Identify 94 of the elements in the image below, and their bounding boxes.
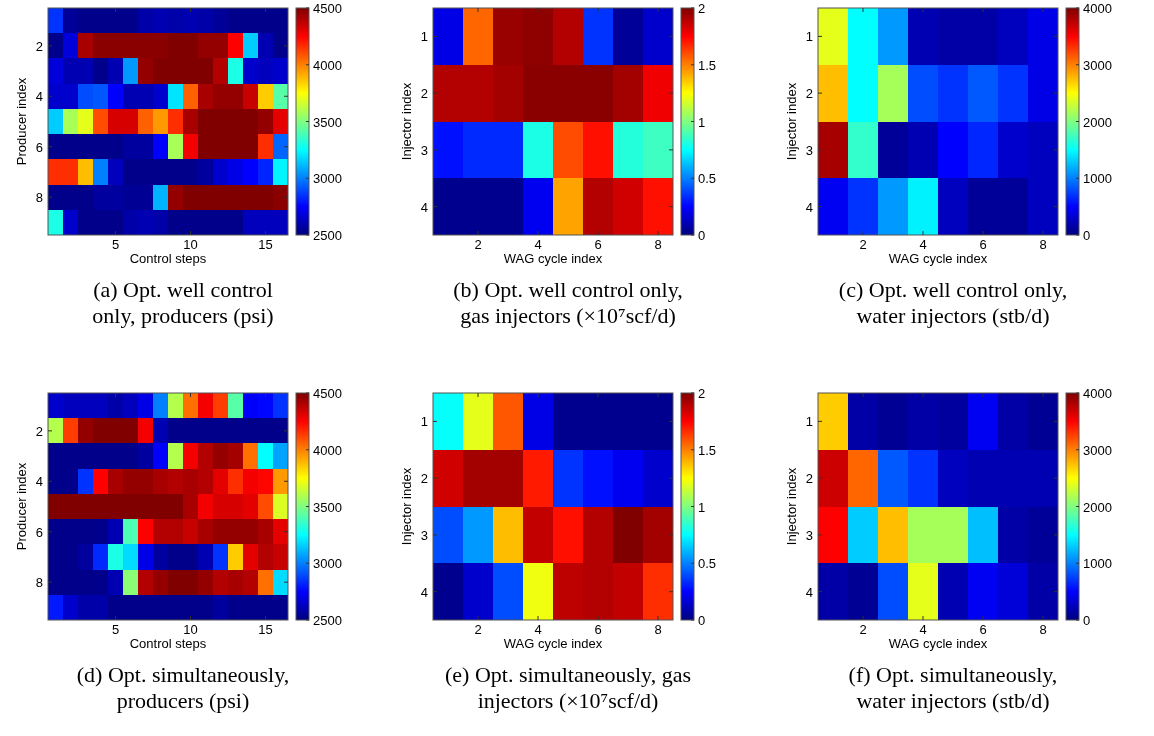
color-bar-label: 1	[698, 499, 706, 515]
color-bar-label: 1000	[1083, 171, 1112, 187]
x-tick-label: 2	[859, 622, 867, 637]
x-tick-label: 2	[474, 237, 482, 252]
color-bar-label: 0	[1083, 228, 1091, 243]
color-bar-label: 0	[698, 228, 706, 243]
color-bar-label: 3000	[1083, 442, 1112, 458]
color-bar-label: 2	[698, 386, 706, 401]
x-axis-title: Control steps	[129, 636, 207, 651]
color-bar-label: 0	[1083, 613, 1091, 628]
y-tick-label: 4	[420, 199, 428, 215]
x-tick-label: 6	[979, 622, 987, 637]
color-bar-label: 2000	[1083, 499, 1112, 515]
color-bar-label: 2000	[1083, 114, 1112, 130]
x-tick-label: 15	[258, 622, 273, 637]
text: (a) Opt. well control only, producers (psi)	[92, 277, 274, 328]
x-tick-label: 5	[111, 237, 120, 252]
x-tick-label: 6	[594, 237, 602, 252]
y-tick-label: 6	[35, 524, 43, 540]
x-tick-label: 6	[979, 237, 987, 252]
y-tick-label: 3	[420, 527, 428, 543]
x-tick-label: 4	[534, 237, 542, 252]
y-axis-title: Injector index	[784, 82, 799, 161]
y-tick-label: 8	[35, 575, 43, 591]
text: (b) Opt. well control only, gas injectors (×10⁷scf/d)	[453, 277, 683, 328]
y-tick-label: 2	[420, 471, 428, 487]
color-bar-label: 2500	[313, 613, 342, 628]
x-tick-label: 8	[1039, 622, 1047, 637]
y-tick-label: 2	[420, 86, 428, 102]
color-bar-label: 3000	[1083, 57, 1112, 73]
color-bar-label: 1.5	[698, 57, 717, 73]
color-bar-label: 4000	[313, 57, 342, 73]
color-bar-label: 1000	[1083, 556, 1112, 572]
y-tick-label: 4	[805, 199, 813, 215]
x-axis-title: WAG cycle index	[888, 636, 988, 651]
color-bar-label: 3500	[313, 499, 342, 515]
y-tick-label: 1	[420, 29, 428, 45]
x-tick-label: 10	[183, 237, 198, 252]
x-tick-label: 4	[919, 622, 927, 637]
x-tick-label: 6	[594, 622, 602, 637]
y-axis-title: Injector index	[784, 467, 799, 546]
color-bar-label: 4000	[313, 442, 342, 458]
y-axis-title: Producer index	[14, 462, 29, 551]
y-tick-label: 2	[805, 471, 813, 487]
x-tick-label: 2	[859, 237, 867, 252]
color-bar-label: 0.5	[698, 556, 717, 572]
y-tick-label: 8	[35, 190, 43, 206]
y-tick-label: 1	[420, 414, 428, 430]
x-tick-label: 4	[534, 622, 542, 637]
color-bar-label: 0.5	[698, 171, 717, 187]
y-tick-label: 2	[805, 86, 813, 102]
y-tick-label: 4	[420, 584, 428, 600]
x-axis-title: WAG cycle index	[503, 251, 603, 266]
color-bar-label: 0	[698, 613, 706, 628]
y-axis-title: Producer index	[14, 77, 29, 166]
color-bar-label: 4500	[313, 1, 342, 16]
color-bar-label: 4000	[1083, 386, 1112, 401]
y-tick-label: 3	[420, 142, 428, 158]
y-tick-label: 2	[35, 38, 43, 54]
y-tick-label: 1	[805, 414, 813, 430]
y-tick-label: 3	[805, 527, 813, 543]
x-axis-title: WAG cycle index	[503, 636, 603, 651]
y-tick-label: 1	[805, 29, 813, 45]
x-axis-title: Control steps	[129, 251, 207, 266]
color-bar-label: 1	[698, 114, 706, 130]
x-tick-label: 8	[654, 237, 662, 252]
y-tick-label: 4	[35, 474, 43, 490]
color-bar-label: 3000	[313, 556, 342, 572]
color-bar-label: 1.5	[698, 442, 717, 458]
y-tick-label: 4	[805, 584, 813, 600]
x-tick-label: 4	[919, 237, 927, 252]
x-tick-label: 10	[183, 622, 198, 637]
x-tick-label: 8	[654, 622, 662, 637]
text: (f) Opt. simultaneously, water injectors (stb/d)	[848, 662, 1058, 713]
color-bar-label: 2500	[313, 228, 342, 243]
y-axis-title: Injector index	[399, 467, 414, 546]
text: (d) Opt. simultaneously, producers (psi)	[76, 662, 290, 713]
x-axis-title: WAG cycle index	[888, 251, 988, 266]
y-tick-label: 2	[35, 423, 43, 439]
y-tick-label: 3	[805, 142, 813, 158]
x-tick-label: 2	[474, 622, 482, 637]
color-bar-label: 4000	[1083, 1, 1112, 16]
color-bar-label: 3500	[313, 114, 342, 130]
x-tick-label: 8	[1039, 237, 1047, 252]
text: (e) Opt. simultaneously, gas injectors (×10⁷scf/d)	[444, 662, 692, 713]
color-bar-label: 3000	[313, 171, 342, 187]
y-tick-label: 6	[35, 139, 43, 155]
x-tick-label: 5	[111, 622, 120, 637]
color-bar-label: 2	[698, 1, 706, 16]
y-tick-label: 4	[35, 89, 43, 105]
color-bar-label: 4500	[313, 386, 342, 401]
y-axis-title: Injector index	[399, 82, 414, 161]
x-tick-label: 15	[258, 237, 273, 252]
text: (c) Opt. well control only, water injectors (stb/d)	[838, 277, 1068, 328]
